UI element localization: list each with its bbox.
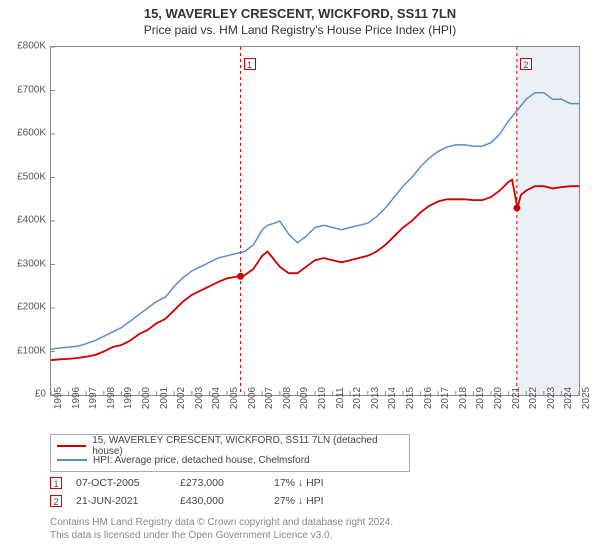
x-tick-label: 1996 bbox=[71, 387, 82, 409]
plot-svg bbox=[51, 47, 579, 395]
x-tick-label: 2024 bbox=[563, 387, 574, 409]
x-tick-label: 2011 bbox=[335, 387, 346, 409]
sale-marker-2: 2 bbox=[50, 495, 62, 507]
x-tick-label: 2025 bbox=[581, 387, 592, 409]
sale-marker-1: 1 bbox=[50, 477, 62, 489]
y-tick-label: £700K bbox=[17, 84, 46, 95]
footer-line-1: Contains HM Land Registry data © Crown c… bbox=[50, 516, 393, 529]
x-tick-label: 2014 bbox=[387, 387, 398, 409]
chart-title: 15, WAVERLEY CRESCENT, WICKFORD, SS11 7L… bbox=[0, 0, 600, 21]
chart-legend: 15, WAVERLEY CRESCENT, WICKFORD, SS11 7L… bbox=[50, 434, 410, 472]
x-tick-label: 2008 bbox=[282, 387, 293, 409]
plot-border bbox=[50, 46, 580, 396]
x-tick-label: 2002 bbox=[176, 387, 187, 409]
legend-item-property: 15, WAVERLEY CRESCENT, WICKFORD, SS11 7L… bbox=[57, 439, 403, 453]
legend-swatch-property bbox=[57, 445, 86, 447]
y-tick-label: £300K bbox=[17, 258, 46, 269]
x-tick-label: 2001 bbox=[159, 387, 170, 409]
sale-price-2: £430,000 bbox=[180, 495, 260, 507]
y-tick-label: £600K bbox=[17, 128, 46, 139]
x-tick-label: 2020 bbox=[493, 387, 504, 409]
chart-area: £0£100K£200K£300K£400K£500K£600K£700K£80… bbox=[50, 46, 580, 396]
x-tick-label: 2015 bbox=[405, 387, 416, 409]
y-tick-label: £100K bbox=[17, 345, 46, 356]
footer-line-2: This data is licensed under the Open Gov… bbox=[50, 529, 393, 542]
x-tick-label: 2009 bbox=[299, 387, 310, 409]
x-tick-label: 2013 bbox=[370, 387, 381, 409]
sale-marker-box: 2 bbox=[520, 58, 532, 70]
x-tick-label: 2019 bbox=[475, 387, 486, 409]
x-tick-label: 2012 bbox=[352, 387, 363, 409]
sale-marker-box: 1 bbox=[244, 58, 256, 70]
x-tick-label: 1998 bbox=[106, 387, 117, 409]
x-tick-label: 2022 bbox=[528, 387, 539, 409]
x-tick-label: 1999 bbox=[123, 387, 134, 409]
legend-label-hpi: HPI: Average price, detached house, Chel… bbox=[93, 455, 310, 466]
x-tick-label: 2016 bbox=[423, 387, 434, 409]
y-tick-label: £0 bbox=[35, 389, 46, 400]
x-tick-label: 2003 bbox=[194, 387, 205, 409]
x-tick-label: 2000 bbox=[141, 387, 152, 409]
x-tick-label: 2004 bbox=[211, 387, 222, 409]
y-tick-label: £200K bbox=[17, 302, 46, 313]
sale-price-1: £273,000 bbox=[180, 477, 260, 489]
x-tick-label: 2007 bbox=[264, 387, 275, 409]
sale-date-1: 07-OCT-2005 bbox=[76, 477, 166, 489]
x-tick-label: 2017 bbox=[440, 387, 451, 409]
x-tick-label: 1995 bbox=[53, 387, 64, 409]
x-tick-label: 2010 bbox=[317, 387, 328, 409]
x-tick-label: 1997 bbox=[88, 387, 99, 409]
x-tick-label: 2005 bbox=[229, 387, 240, 409]
sale-row-1: 1 07-OCT-2005 £273,000 17% ↓ HPI bbox=[50, 474, 324, 492]
sales-table: 1 07-OCT-2005 £273,000 17% ↓ HPI 2 21-JU… bbox=[50, 474, 324, 510]
sale-row-2: 2 21-JUN-2021 £430,000 27% ↓ HPI bbox=[50, 492, 324, 510]
x-tick-label: 2021 bbox=[511, 387, 522, 409]
footer: Contains HM Land Registry data © Crown c… bbox=[50, 516, 393, 542]
y-tick-label: £400K bbox=[17, 215, 46, 226]
y-tick-label: £800K bbox=[17, 41, 46, 52]
legend-swatch-hpi bbox=[57, 459, 87, 461]
x-tick-label: 2023 bbox=[546, 387, 557, 409]
chart-container: 15, WAVERLEY CRESCENT, WICKFORD, SS11 7L… bbox=[0, 0, 600, 560]
sale-diff-2: 27% ↓ HPI bbox=[274, 495, 324, 507]
chart-subtitle: Price paid vs. HM Land Registry's House … bbox=[0, 21, 600, 37]
x-tick-label: 2018 bbox=[458, 387, 469, 409]
y-tick-label: £500K bbox=[17, 171, 46, 182]
sale-diff-1: 17% ↓ HPI bbox=[274, 477, 324, 489]
x-tick-label: 2006 bbox=[247, 387, 258, 409]
sale-date-2: 21-JUN-2021 bbox=[76, 495, 166, 507]
